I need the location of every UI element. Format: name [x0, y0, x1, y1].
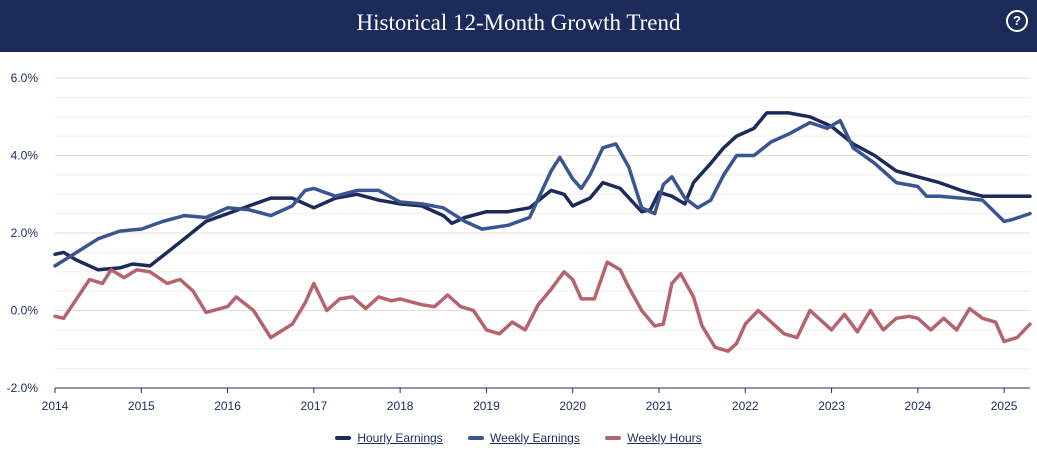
help-icon[interactable]: ?: [1006, 10, 1028, 32]
legend-swatch-weekly-earnings: [468, 435, 485, 440]
x-tick-label: 2014: [42, 399, 69, 413]
legend-item-hourly-earnings[interactable]: Hourly Earnings: [335, 430, 443, 445]
x-tick-label: 2017: [300, 399, 327, 413]
y-tick-label: 0.0%: [11, 304, 39, 318]
series-line-weekly-hours: [53, 260, 1032, 353]
x-tick-label: 2021: [646, 399, 673, 413]
y-tick-label: 2.0%: [11, 226, 39, 240]
y-tick-label: 4.0%: [11, 149, 39, 163]
chart-header: Historical 12-Month Growth Trend ?: [0, 0, 1037, 52]
line-chart: -2.0% 0.0% 2.0% 4.0% 6.0% 2014 2015 2016 2017 201…: [7, 71, 1032, 413]
x-tick-label: 2025: [991, 399, 1018, 413]
x-tick-label: 2016: [214, 399, 241, 413]
legend-item-weekly-earnings[interactable]: Weekly Earnings: [468, 430, 580, 445]
chart-legend: Hourly Earnings Weekly Earnings Weekly H…: [0, 430, 1037, 445]
y-tick-label: 6.0%: [11, 71, 39, 85]
x-tick-label: 2023: [818, 399, 845, 413]
legend-label-weekly-hours: Weekly Hours: [627, 430, 702, 445]
legend-item-weekly-hours[interactable]: Weekly Hours: [605, 430, 702, 445]
legend-swatch-weekly-hours: [605, 435, 622, 440]
legend-label-weekly-earnings: Weekly Earnings: [490, 430, 580, 445]
x-tick-label: 2019: [473, 399, 500, 413]
series-line-weekly-earnings: [53, 118, 1032, 268]
legend-swatch-hourly-earnings: [335, 435, 352, 440]
chart-title: Historical 12-Month Growth Trend: [356, 10, 681, 35]
y-tick-label: -2.0%: [7, 381, 39, 395]
x-tick-label: 2024: [904, 399, 931, 413]
x-tick-label: 2018: [387, 399, 414, 413]
x-tick-label: 2020: [559, 399, 586, 413]
legend-label-hourly-earnings: Hourly Earnings: [357, 430, 443, 445]
x-tick-label: 2015: [128, 399, 155, 413]
x-tick-label: 2022: [732, 399, 759, 413]
